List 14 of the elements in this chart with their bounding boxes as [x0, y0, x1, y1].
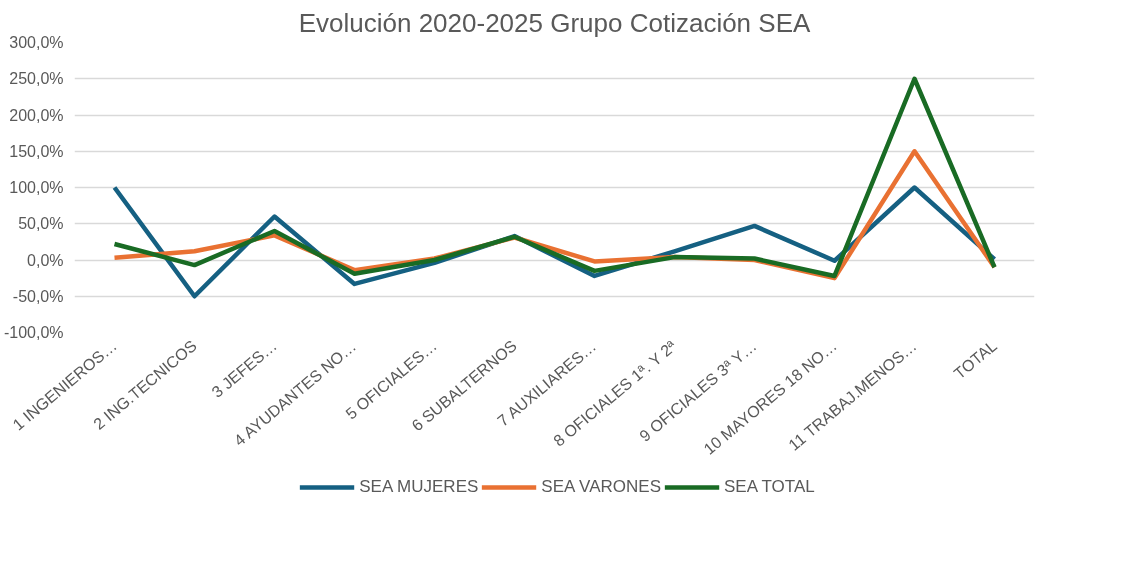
- legend-label: SEA VARONES: [541, 477, 662, 497]
- y-tick-label: 200,0%: [9, 106, 64, 124]
- y-tick-label: 100,0%: [9, 179, 64, 196]
- y-tick-label: 0,0%: [27, 251, 64, 269]
- legend-label: SEA TOTAL: [724, 477, 815, 497]
- y-tick-label: 250,0%: [9, 70, 64, 88]
- y-tick-label: 50,0%: [18, 215, 64, 233]
- legend-label: SEA MUJERES: [359, 477, 479, 497]
- y-tick-label: 150,0%: [9, 142, 64, 160]
- line-series: [112, 76, 997, 279]
- y-tick-label: -50,0%: [12, 287, 64, 305]
- y-tick-label: 300,0%: [9, 34, 64, 51]
- chart-title: Evolución 2020-2025 Grupo Cotización SEA: [298, 7, 811, 38]
- y-tick-label: -100,0%: [3, 324, 64, 341]
